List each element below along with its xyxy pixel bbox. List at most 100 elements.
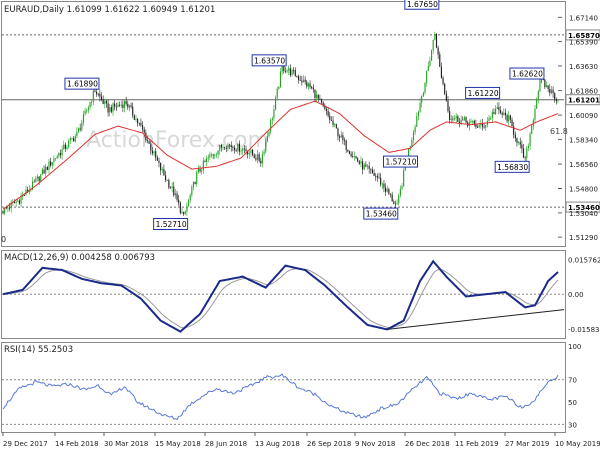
candle-body <box>360 161 362 164</box>
candle-body <box>266 136 268 142</box>
candle-body <box>238 143 241 152</box>
candle-body <box>5 207 7 209</box>
candle-body <box>370 168 372 170</box>
candle-body <box>503 112 505 115</box>
candle-body <box>378 177 380 179</box>
candle-body <box>115 106 117 108</box>
x-axis: 29 Dec 2017 14 Feb 2018 30 Mar 2018 15 May … <box>2 432 600 448</box>
candle-body <box>120 104 122 106</box>
candle-body <box>250 149 252 154</box>
candle-body <box>270 119 272 132</box>
x-tick-label: 28 Jun 2018 <box>205 440 247 448</box>
candle-body <box>345 140 347 150</box>
candle-body <box>86 110 88 112</box>
price-level-box <box>565 201 600 213</box>
x-tick-label: 14 Feb 2018 <box>55 440 99 448</box>
candle-body <box>491 112 493 119</box>
candle-body <box>495 108 497 115</box>
candle-body <box>89 102 91 108</box>
candle-body <box>140 123 142 126</box>
candle-body <box>54 158 57 160</box>
candle-body <box>421 96 423 103</box>
candle-body <box>483 126 485 128</box>
candle-body <box>243 148 245 150</box>
rsi-panel: RSI(14) 55.2503 100 70 50 30 <box>2 343 581 429</box>
candle-body <box>429 60 431 66</box>
candle-body <box>46 166 48 170</box>
candle-body <box>258 154 260 161</box>
x-tick-label: 11 Feb 2019 <box>455 440 499 448</box>
candle-body <box>38 176 40 182</box>
y-tick-label: 1.63630 <box>569 63 598 71</box>
candle-body <box>135 118 137 120</box>
candle-body <box>156 157 158 161</box>
candle-body <box>452 118 454 120</box>
candle-body <box>335 124 337 129</box>
candle-body <box>532 119 534 126</box>
candle-body <box>245 149 247 151</box>
candle-body <box>92 90 94 102</box>
candle-body <box>458 121 461 124</box>
candle-body <box>160 162 162 171</box>
candle-body <box>434 33 436 40</box>
candle-body <box>146 140 149 142</box>
candle-body <box>68 140 70 147</box>
candle-body <box>273 109 275 119</box>
candle-body <box>460 119 462 124</box>
y-tick-label: 1.67140 <box>569 14 598 22</box>
candle-body <box>235 150 237 152</box>
candle-body <box>478 125 480 128</box>
candle-body <box>439 54 441 67</box>
candle-body <box>550 89 553 94</box>
candle-body <box>283 64 285 71</box>
candle-body <box>81 122 83 130</box>
candle-body <box>393 201 395 204</box>
candle-body <box>332 120 334 125</box>
candle-body <box>557 100 559 101</box>
candle-body <box>45 166 47 174</box>
candle-body <box>265 141 267 152</box>
candle-body <box>481 123 484 127</box>
candle-body <box>432 39 434 51</box>
candle-body <box>343 140 346 142</box>
candle-body <box>457 116 459 122</box>
candle-body <box>192 181 195 187</box>
candle-body <box>174 193 176 196</box>
candle-body <box>427 65 429 71</box>
candle-body <box>396 203 398 205</box>
candle-body <box>138 122 140 124</box>
annotation-label: 1.53460 <box>366 210 397 219</box>
candle-body <box>358 161 360 164</box>
candle-body <box>501 112 503 115</box>
candle-body <box>281 64 283 72</box>
candle-body <box>449 111 451 120</box>
candle-body <box>105 100 108 104</box>
rsi-levels <box>2 379 564 425</box>
candle-body <box>552 89 554 94</box>
macd-y-axis: 0.015762 0.00 -0.015834 <box>568 256 600 333</box>
candle-body <box>33 181 35 183</box>
candle-body <box>524 157 526 159</box>
candle-body <box>289 68 291 76</box>
candle-body <box>521 144 523 149</box>
candle-body <box>293 69 295 71</box>
candle-body <box>209 154 211 158</box>
annotation-box <box>64 77 100 90</box>
candle-body <box>475 123 477 127</box>
candle-body <box>242 148 244 151</box>
candle-body <box>526 147 528 158</box>
candle-body <box>99 93 101 97</box>
candle-body <box>130 105 132 107</box>
annotation-box <box>465 86 501 99</box>
candle-body <box>385 187 387 192</box>
candle-body <box>143 129 145 133</box>
candle-body <box>276 88 278 98</box>
candle-body <box>511 119 513 127</box>
rsi-title: RSI(14) 55.2503 <box>4 345 73 355</box>
price-level-label: 1.65870 <box>568 32 600 40</box>
x-tick-label: 27 Mar 2019 <box>505 440 549 448</box>
x-tick-label: 15 May 2018 <box>155 440 201 448</box>
candle-body <box>151 150 153 154</box>
candle-body <box>362 161 364 170</box>
candle-body <box>153 151 155 154</box>
